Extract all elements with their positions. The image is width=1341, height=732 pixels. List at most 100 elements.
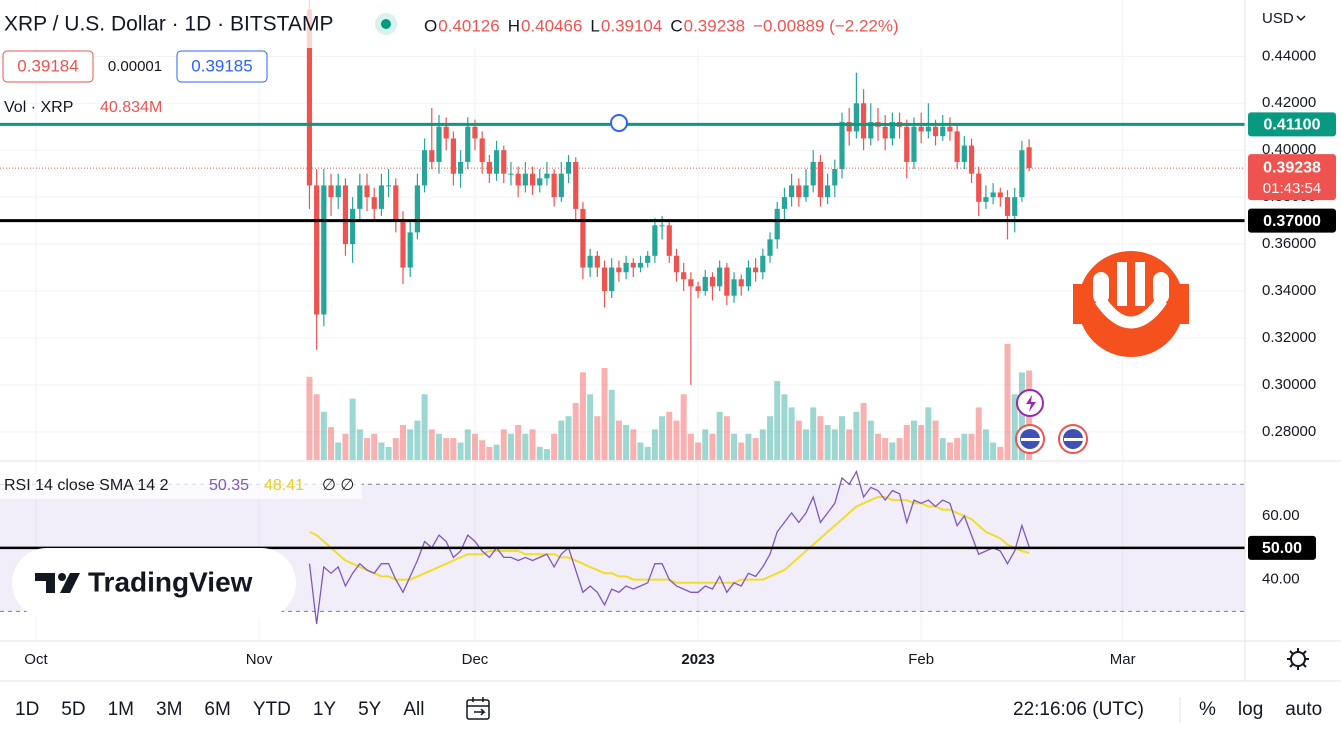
line-handle[interactable] xyxy=(610,114,628,132)
volume-bar xyxy=(709,433,716,460)
range-button[interactable]: 3M xyxy=(156,699,183,720)
buy-price[interactable]: 0.39185 xyxy=(191,56,252,75)
x-tick-label: Feb xyxy=(908,651,934,668)
candle-body xyxy=(990,192,996,198)
volume-bar xyxy=(400,424,407,460)
date-range-icon[interactable] xyxy=(466,699,490,720)
volume-bar xyxy=(860,403,867,460)
range-button[interactable]: 5Y xyxy=(358,699,382,720)
volume-bar xyxy=(939,438,946,460)
volume xyxy=(306,343,1033,460)
buy-box[interactable] xyxy=(176,50,268,83)
volume-bar xyxy=(486,446,493,460)
range-button[interactable]: 1D xyxy=(15,699,40,720)
volume-bar xyxy=(745,433,752,460)
flag-stripe xyxy=(1021,438,1040,441)
volume-bar xyxy=(687,433,694,460)
candle-body xyxy=(371,197,377,209)
watermark-logo xyxy=(1073,251,1189,357)
candle-body xyxy=(378,185,385,209)
volume-bar xyxy=(666,411,673,460)
range-button[interactable]: 5D xyxy=(61,699,86,720)
range-button[interactable]: YTD xyxy=(252,699,291,720)
y-tick-label: 0.36000 xyxy=(1262,235,1316,252)
option-button[interactable]: % xyxy=(1199,699,1216,720)
volume-bar xyxy=(767,416,774,460)
x-tick-label: Dec xyxy=(462,651,489,668)
volume-bar xyxy=(910,420,917,460)
candle-body xyxy=(860,103,867,139)
legend-bg xyxy=(0,0,960,48)
volume-bar xyxy=(536,446,543,460)
range-button[interactable]: 6M xyxy=(204,699,231,720)
brand-glyph xyxy=(35,573,80,593)
volume-bar xyxy=(464,429,471,460)
candle-body xyxy=(616,267,622,273)
y-tick-label: 0.32000 xyxy=(1262,329,1316,346)
volume-bar xyxy=(471,433,478,460)
volume-bar xyxy=(364,438,371,460)
sell-price[interactable]: 0.39184 xyxy=(17,56,78,75)
option-button[interactable]: auto xyxy=(1285,699,1323,720)
range-button[interactable]: All xyxy=(403,699,425,720)
candle-body xyxy=(760,255,766,273)
sell-box[interactable] xyxy=(2,50,94,83)
logo-part xyxy=(1095,296,1167,329)
volume-bar xyxy=(831,429,838,460)
candle-body xyxy=(580,208,586,268)
ohlc-key: L xyxy=(590,16,599,35)
clock[interactable]: 22:16:06 (UTC) xyxy=(1013,699,1144,720)
candle-body xyxy=(932,126,939,137)
volume-bar xyxy=(673,420,680,460)
candle-body xyxy=(918,126,924,132)
volume-bar xyxy=(371,433,378,460)
volume-bar xyxy=(457,442,464,460)
rsi-title: RSI 14 close SMA 14 2 xyxy=(4,477,169,494)
candle-body xyxy=(911,126,917,162)
volume-bar xyxy=(1018,372,1025,460)
candle-body xyxy=(587,255,593,268)
range-button[interactable]: 1M xyxy=(107,699,134,720)
candle-body xyxy=(695,286,701,292)
range-button[interactable]: 1Y xyxy=(312,699,337,720)
option-button[interactable]: log xyxy=(1237,699,1264,720)
date-range-glyph xyxy=(467,697,489,716)
candle-body xyxy=(745,267,752,287)
x-tick-label: 2023 xyxy=(681,651,714,668)
candle-body xyxy=(623,262,629,273)
candle-body xyxy=(810,161,816,186)
candle-body xyxy=(681,272,687,280)
candle-body xyxy=(501,150,507,174)
volume-bar xyxy=(961,433,968,460)
candle-body xyxy=(904,126,910,162)
ohlc-value: 0.40466 xyxy=(521,16,582,35)
candle-body xyxy=(983,197,989,202)
candle-body xyxy=(940,126,946,137)
volume-bar xyxy=(932,420,939,460)
rsi-sma-value: 48.41 xyxy=(264,477,304,494)
volume-bar xyxy=(479,440,486,460)
volume-bar xyxy=(846,429,853,460)
candle-body xyxy=(609,267,615,292)
lightning xyxy=(1026,395,1036,412)
candle-body xyxy=(314,185,320,315)
volume-bar xyxy=(752,438,759,460)
candle-body xyxy=(493,150,500,174)
x-tick-label: Nov xyxy=(246,651,273,668)
volume-bar xyxy=(587,394,594,460)
ohlc-legend: O 0.40126 H 0.40466 L 0.39104 C 0.39238 −0.00889… xyxy=(424,16,899,35)
candle-body xyxy=(537,178,543,186)
currency[interactable]: USD xyxy=(1262,10,1294,27)
candle-body xyxy=(839,122,845,169)
volume-bar xyxy=(551,433,558,460)
candle-body xyxy=(738,279,744,287)
settings-icon[interactable] xyxy=(1290,651,1306,667)
rsi-tick-label: 60.00 xyxy=(1262,507,1300,524)
rsi-level-tag xyxy=(1248,535,1316,560)
volume-bar xyxy=(788,407,795,460)
candle-body xyxy=(573,161,579,209)
rsi-extra: ∅ ∅ xyxy=(322,477,354,494)
volume-bar xyxy=(824,424,831,460)
volume-bar xyxy=(838,416,845,460)
